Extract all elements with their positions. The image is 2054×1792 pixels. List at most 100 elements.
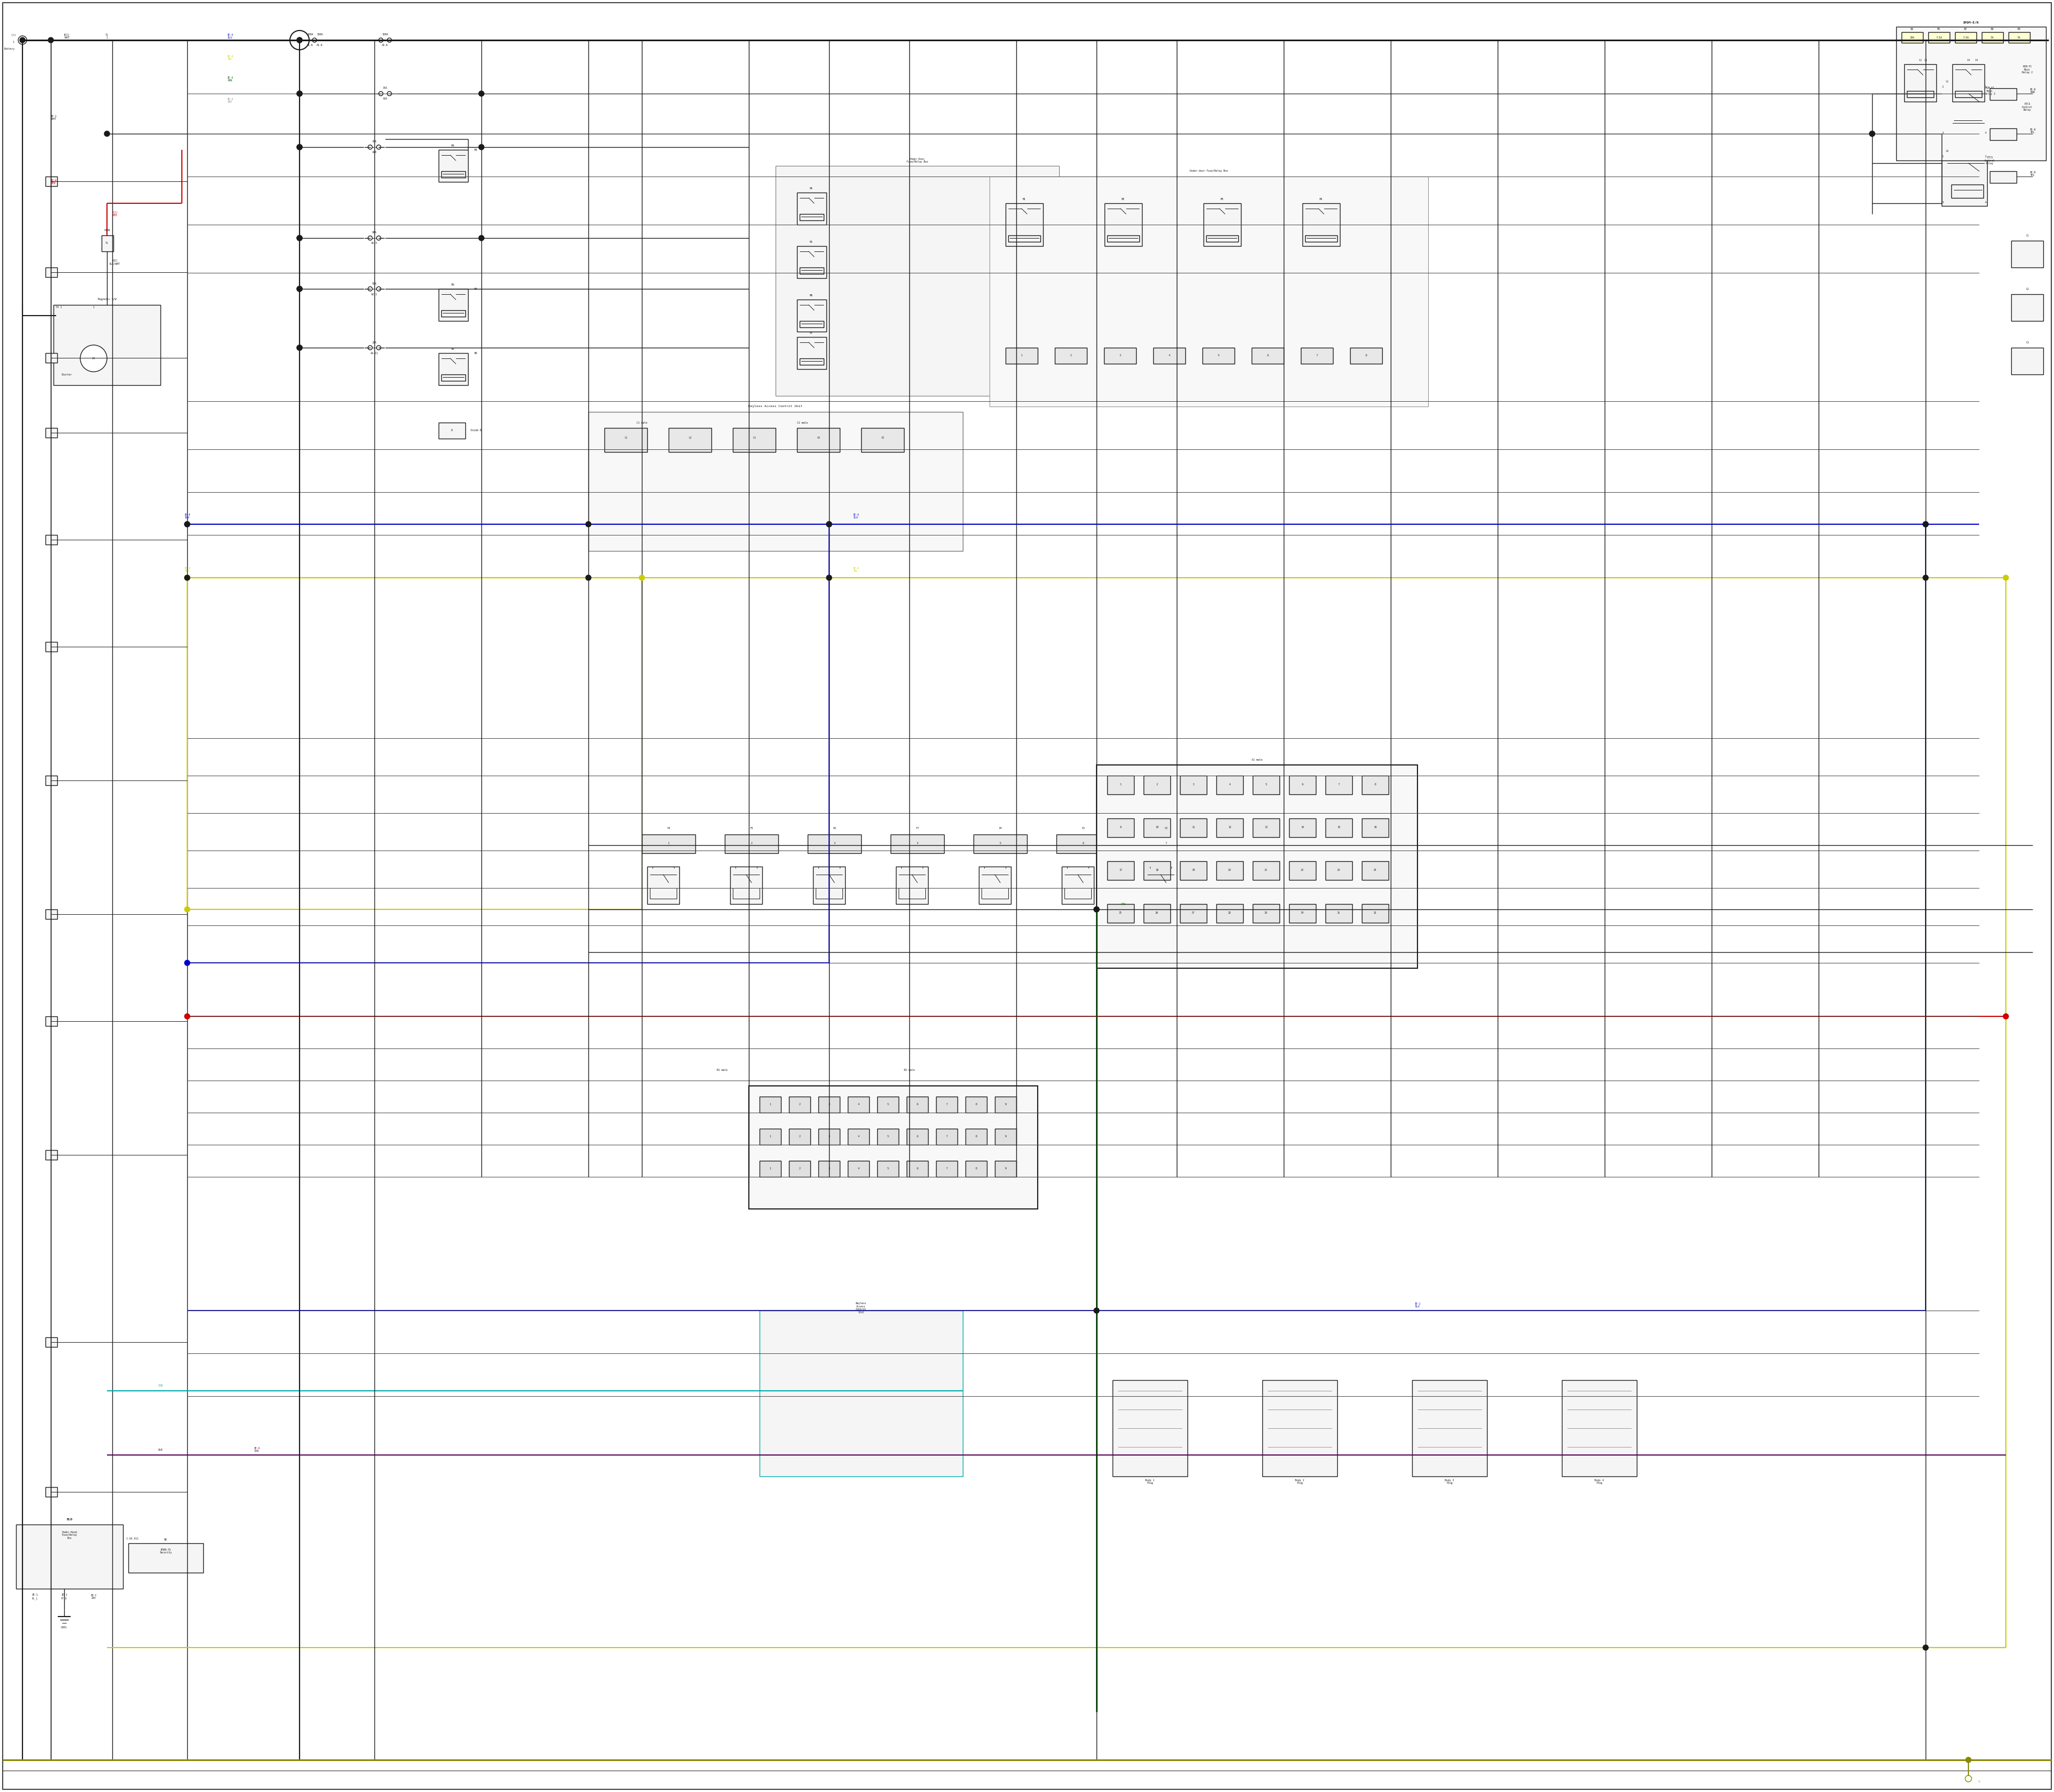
Text: 11: 11 (1191, 826, 1195, 830)
Bar (440, 289, 468, 321)
Text: 7.5A: 7.5A (1964, 36, 1970, 39)
Bar (1325, 903, 1352, 923)
Text: M7: M7 (809, 332, 813, 333)
Bar (1107, 235, 1140, 242)
Circle shape (298, 38, 302, 43)
Text: B8: B8 (1990, 29, 1994, 30)
Text: Battery: Battery (4, 48, 14, 50)
Text: Magnetic S/W: Magnetic S/W (99, 297, 117, 301)
Text: ETCS
Control
Relay: ETCS Control Relay (2021, 102, 2033, 111)
Bar (1362, 862, 1389, 880)
Text: A1-6: A1-6 (382, 45, 388, 47)
Text: A2-1: A2-1 (372, 292, 378, 296)
Bar (440, 353, 468, 385)
Text: 50A: 50A (372, 281, 376, 285)
Text: [EJ]
RED: [EJ] RED (111, 211, 117, 217)
Text: C1: C1 (624, 435, 626, 439)
Circle shape (1923, 1645, 1929, 1650)
Text: A1-6: A1-6 (308, 45, 314, 47)
Bar (53, 305, 160, 385)
Text: F7: F7 (916, 826, 918, 830)
Bar (1951, 115, 1984, 129)
Text: Starter: Starter (62, 373, 72, 376)
Bar (45, 1150, 58, 1159)
Bar (994, 1097, 1017, 1113)
Bar (45, 536, 58, 545)
Bar (1216, 819, 1243, 837)
Circle shape (298, 235, 302, 240)
Bar (1953, 65, 1984, 102)
Text: PGM-FI
Main
Relay 2: PGM-FI Main Relay 2 (1984, 86, 1994, 95)
Text: T1: T1 (105, 242, 109, 246)
Bar (440, 151, 468, 181)
Bar (799, 358, 824, 366)
Text: M4: M4 (1319, 197, 1323, 201)
Bar (725, 835, 778, 853)
Text: IE-4
BLU: IE-4 BLU (226, 34, 232, 39)
Bar (647, 867, 680, 903)
Text: PGM-FI
Main
Relay 2: PGM-FI Main Relay 2 (2021, 65, 2033, 73)
Bar (906, 1097, 928, 1113)
Text: M4: M4 (809, 186, 813, 190)
Text: IPDM-E/R: IPDM-E/R (1964, 22, 1980, 23)
Text: 15A: 15A (382, 88, 388, 90)
Bar (1148, 889, 1175, 898)
Text: 19: 19 (1191, 869, 1195, 871)
Bar (16, 1525, 123, 1590)
Bar (799, 321, 824, 328)
Circle shape (105, 131, 109, 136)
Bar (1941, 152, 1986, 206)
Circle shape (185, 575, 189, 581)
Circle shape (185, 961, 189, 966)
Circle shape (2003, 575, 2009, 581)
Text: Keyless Access Control Unit: Keyless Access Control Unit (748, 405, 803, 409)
Text: G001: G001 (62, 1625, 68, 1629)
Bar (965, 1097, 986, 1113)
Text: F3: F3 (1082, 826, 1085, 830)
Text: Diode B: Diode B (470, 430, 481, 432)
Bar (1144, 776, 1171, 794)
Bar (1325, 776, 1352, 794)
Text: C3: C3 (2025, 340, 2029, 344)
Circle shape (1869, 131, 1875, 136)
Text: IE-1
WHT: IE-1 WHT (51, 115, 58, 120)
Circle shape (826, 521, 832, 527)
Bar (848, 1129, 869, 1145)
Text: IE-4
YEL: IE-4 YEL (226, 56, 232, 61)
Bar (776, 167, 1060, 396)
Text: A1 male: A1 male (1251, 758, 1263, 762)
Bar (900, 889, 926, 898)
Circle shape (298, 38, 302, 43)
Text: M4: M4 (452, 143, 454, 147)
Bar (1097, 765, 1417, 968)
Text: C5: C5 (881, 435, 883, 439)
Bar (442, 172, 466, 177)
Bar (760, 1097, 781, 1113)
Bar (1941, 82, 1986, 136)
Bar (1204, 202, 1241, 246)
Text: M6: M6 (809, 294, 813, 297)
Bar (994, 1129, 1017, 1145)
Bar (1251, 348, 1284, 364)
Bar (817, 1097, 840, 1113)
Bar (2009, 32, 2029, 43)
Bar (1362, 819, 1389, 837)
Text: 1.5A A11: 1.5A A11 (127, 1538, 140, 1541)
Text: C2: C2 (688, 435, 692, 439)
Circle shape (298, 145, 302, 151)
Bar (1990, 129, 2017, 140)
Text: L4: L4 (1968, 59, 1970, 61)
Bar (442, 375, 466, 382)
Text: IE-4
YEL: IE-4 YEL (852, 566, 859, 573)
Bar (1216, 862, 1243, 880)
Text: Under-Door
Fuse/Relay Box: Under-Door Fuse/Relay Box (906, 158, 928, 163)
Bar (817, 1129, 840, 1145)
Bar (733, 428, 776, 452)
Circle shape (185, 575, 189, 581)
Text: A1-6: A1-6 (316, 45, 322, 47)
Circle shape (1095, 907, 1099, 912)
Text: IE-4
BLU: IE-4 BLU (185, 513, 191, 520)
Bar (1056, 348, 1087, 364)
Text: [EE]
BLK/WHT: [EE] BLK/WHT (109, 260, 121, 265)
Bar (1144, 862, 1171, 880)
